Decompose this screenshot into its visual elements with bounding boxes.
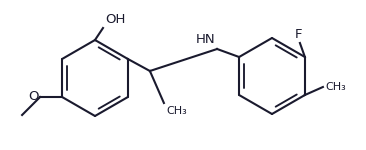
Text: HN: HN [195,33,215,46]
Text: CH₃: CH₃ [166,106,187,116]
Text: OH: OH [105,13,126,26]
Text: O: O [29,90,39,102]
Text: F: F [295,28,303,41]
Text: CH₃: CH₃ [325,82,346,92]
